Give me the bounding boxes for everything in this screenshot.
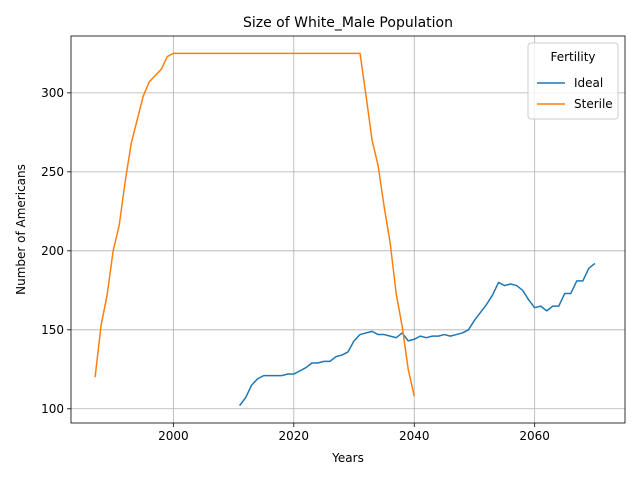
x-axis-label: Years — [331, 451, 364, 465]
y-tick-label: 150 — [41, 323, 64, 337]
series-line-ideal — [239, 262, 596, 407]
x-tick-label: 2060 — [519, 429, 550, 443]
series-line-sterile — [94, 52, 415, 397]
y-tick-label: 250 — [41, 165, 64, 179]
legend-box — [527, 42, 619, 120]
axis-ticks: 2000 2020 2040 2060 100 150 200 250 300 — [41, 86, 550, 443]
x-tick-label: 2020 — [279, 429, 310, 443]
legend-entries: Ideal Sterile — [537, 76, 613, 111]
x-tick-label: 2000 — [158, 429, 189, 443]
y-tick-label: 300 — [41, 86, 64, 100]
plot-frame — [70, 35, 626, 424]
y-tick-label: 100 — [41, 402, 64, 416]
y-axis-label: Number of Americans — [14, 164, 28, 295]
legend-label-ideal: Ideal — [574, 76, 603, 90]
series-lines — [94, 52, 596, 407]
x-tick-label: 2040 — [399, 429, 430, 443]
legend-label-sterile: Sterile — [574, 97, 613, 111]
chart-title: Size of White_Male Population — [243, 15, 453, 31]
legend-title: Fertility — [550, 50, 595, 64]
legend: Fertility Ideal Sterile — [527, 42, 619, 120]
y-tick-label: 200 — [41, 244, 64, 258]
